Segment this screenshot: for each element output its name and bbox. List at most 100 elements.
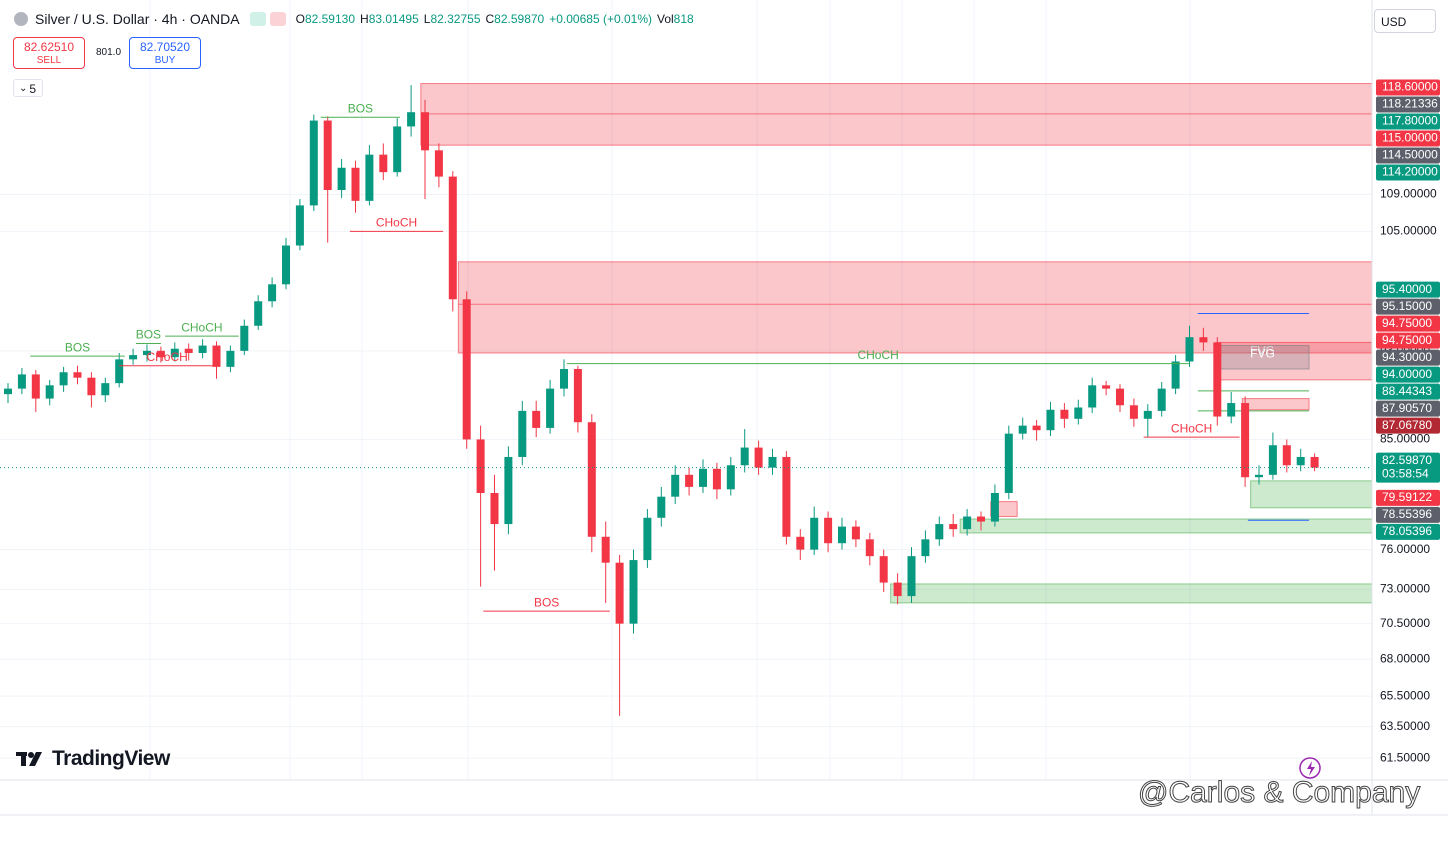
candle-body — [1310, 456, 1319, 468]
price-tag — [1376, 130, 1440, 147]
currency-select[interactable]: USD — [1374, 9, 1436, 33]
y-tick-label: 105.00000 — [1380, 223, 1437, 237]
price-tag — [1376, 506, 1440, 523]
candle-body — [1060, 409, 1069, 419]
candle-body — [282, 245, 290, 285]
zone-label: FVG — [1250, 344, 1275, 358]
candle-body — [518, 410, 527, 457]
sell-button[interactable]: 82.62510 SELL — [13, 37, 85, 69]
status-badge[interactable] — [249, 12, 266, 26]
buy-price: 82.70520 — [139, 40, 191, 54]
candle-body — [699, 468, 707, 487]
candle-body — [240, 325, 249, 351]
candle-body — [129, 355, 138, 360]
ohlc-key: L — [423, 12, 431, 26]
brand-logo[interactable]: TradingView — [16, 747, 170, 771]
countdown: 03:58:54 — [1382, 466, 1429, 480]
candle-body — [865, 539, 874, 557]
candle-body — [1157, 388, 1166, 411]
structure-label: BOS — [136, 328, 161, 342]
candle-body — [1171, 361, 1180, 389]
buy-button[interactable]: 82.70520 BUY — [129, 37, 201, 69]
price-tag — [1376, 400, 1440, 417]
ohlc-key: O — [295, 12, 305, 26]
candle-body — [337, 167, 346, 190]
price-tag-label: 87.90570 — [1382, 401, 1432, 415]
candle-body — [1116, 388, 1124, 406]
price-tag-label: 115.00000 — [1382, 131, 1438, 145]
sell-label: SELL — [36, 55, 62, 66]
price-tag — [1376, 147, 1440, 164]
watermark: @Carlos & Company — [1137, 776, 1421, 810]
price-tag — [1376, 164, 1440, 181]
candle-body — [31, 374, 40, 399]
candle-body — [1241, 403, 1250, 478]
candle-body — [198, 345, 207, 353]
price-tag-label: 94.75000 — [1382, 316, 1432, 330]
candle-body — [977, 516, 985, 522]
candle-body — [657, 496, 666, 518]
ohlc-key: C — [485, 12, 495, 26]
zone — [890, 583, 1373, 604]
alert-icon[interactable] — [1299, 757, 1321, 779]
candle-body — [323, 120, 332, 190]
candle-body — [226, 350, 235, 367]
candle-body — [893, 582, 902, 597]
price-tag-label: 114.50000 — [1382, 148, 1438, 162]
price-tag-label: 78.05396 — [1382, 524, 1432, 538]
candle-body — [1227, 403, 1236, 417]
y-tick-label: 61.50000 — [1380, 750, 1430, 764]
price-tag — [1376, 366, 1440, 383]
candle-body — [615, 562, 624, 624]
volume: 818 — [673, 12, 694, 26]
price-tag — [1376, 349, 1440, 366]
brand-name: TradingView — [52, 747, 170, 770]
candle-body — [476, 439, 485, 494]
candle-body — [879, 556, 888, 583]
candle-body — [1004, 433, 1013, 494]
structure-label: BOS — [348, 101, 373, 115]
price-tag-label: 95.15000 — [1382, 299, 1432, 313]
price-tag-label: 94.75000 — [1382, 333, 1432, 347]
candle-body — [587, 422, 596, 537]
candle-body — [45, 385, 54, 399]
candle-body — [101, 383, 110, 396]
candle-body — [921, 539, 930, 557]
indicator-count: 5 — [29, 82, 36, 96]
price-tag — [1376, 281, 1440, 298]
candle-body — [1213, 342, 1222, 417]
candle-body — [796, 536, 805, 550]
candle-body — [407, 112, 416, 127]
structure-label: CHoCH — [146, 350, 187, 364]
price-tag — [1376, 96, 1440, 113]
price-tag-label: 94.00000 — [1382, 367, 1432, 381]
status-badge[interactable] — [269, 12, 286, 26]
candle-body — [782, 456, 791, 537]
indicator-toggle[interactable]: ⌄ 5 — [13, 79, 43, 97]
candle-body — [309, 120, 318, 206]
structure-label: BOS — [534, 595, 559, 609]
chevron: ⌄ — [19, 83, 28, 94]
price-tag — [1376, 315, 1440, 332]
y-tick-label: 76.00000 — [1380, 542, 1430, 556]
candle-body — [1046, 409, 1055, 431]
candle-body — [573, 369, 582, 423]
candle-body — [73, 372, 82, 378]
candle-body — [726, 465, 735, 490]
price-tag-label: 95.40000 — [1382, 282, 1432, 296]
candle-body — [1032, 425, 1041, 431]
y-tick-label: 65.50000 — [1380, 688, 1430, 702]
y-tick-label: 85.00000 — [1380, 432, 1430, 446]
y-tick-label: 63.50000 — [1380, 719, 1430, 733]
candle-body — [643, 517, 652, 561]
zone — [959, 518, 1373, 534]
candle-body — [351, 167, 360, 201]
symbol-title[interactable]: Silver / U.S. Dollar · 4h · OANDA — [35, 11, 240, 27]
candle-body — [434, 150, 443, 177]
candle-body — [379, 154, 388, 173]
price-axis-labels: 109.00000105.0000093.0000085.0000076.000… — [1376, 79, 1440, 764]
symbol-icon — [14, 12, 28, 26]
zone — [1241, 398, 1310, 411]
price-tag-label: 118.60000 — [1382, 80, 1438, 94]
